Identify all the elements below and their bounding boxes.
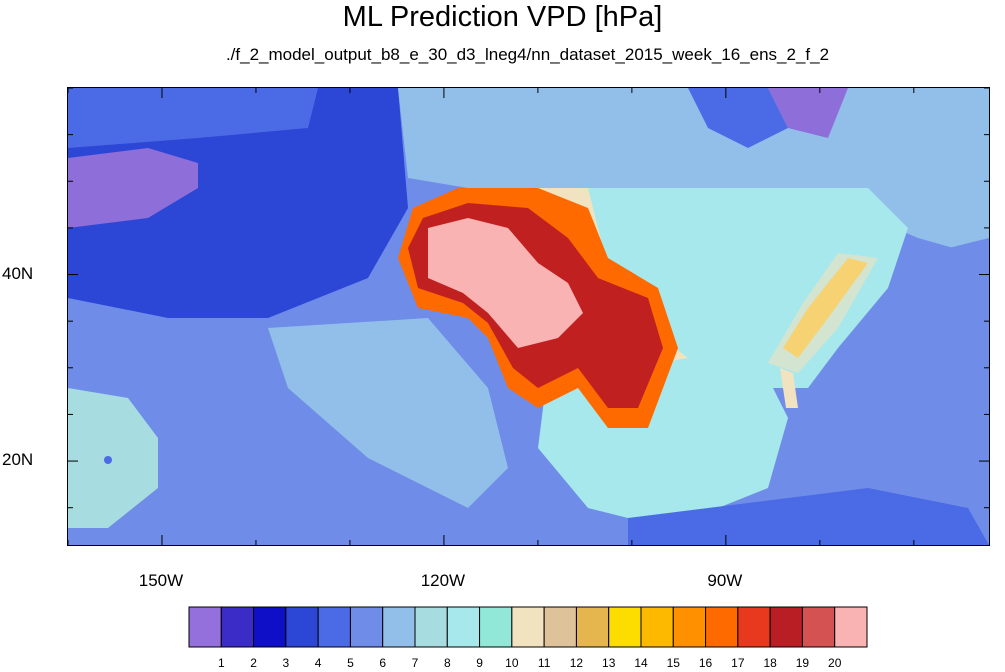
colorbar-swatch	[188, 606, 222, 648]
colorbar-level-label: 7	[411, 656, 419, 670]
region-hawaii	[104, 456, 112, 464]
colorbar-level-label: 14	[634, 656, 648, 670]
colorbar-swatch	[317, 606, 351, 648]
colorbar-level-label: 18	[763, 656, 777, 670]
region-atlantic	[828, 238, 989, 545]
map-grid	[68, 88, 989, 545]
region-tropical-pacific	[68, 388, 158, 528]
colorbar-level-label: 19	[795, 656, 810, 670]
colorbar-swatch	[511, 606, 545, 648]
colorbar-swatch	[543, 606, 577, 648]
colorbar-swatch	[220, 606, 255, 648]
colorbar-level-label: 6	[379, 656, 387, 670]
colorbar-swatch	[737, 606, 771, 648]
vpd-map	[68, 88, 989, 545]
colorbar-swatch	[705, 606, 739, 648]
colorbar-swatch	[801, 606, 836, 648]
colorbar-level-label: 12	[569, 656, 584, 670]
colorbar-level-label: 5	[347, 656, 354, 670]
colorbar-swatch	[253, 606, 287, 648]
region-canada-northeast-purple	[768, 88, 848, 138]
colorbar-level-label: 10	[505, 656, 519, 670]
colorbar-level-label: 15	[666, 656, 680, 670]
colorbar-level-label: 2	[250, 656, 257, 670]
region-north-pacific-deep	[68, 88, 318, 148]
colorbar-swatch	[834, 606, 868, 648]
colorbar-level-label: 3	[282, 656, 290, 670]
colorbar-level-label: 1	[217, 656, 225, 670]
colorbar-level-label: 13	[602, 656, 616, 670]
colorbar-level-label: 20	[828, 656, 842, 670]
colorbar	[188, 606, 868, 648]
colorbar-swatch	[285, 606, 319, 648]
region-hudson-dark	[688, 88, 788, 148]
lon-tick-label: 150W	[138, 571, 184, 590]
colorbar-swatch	[640, 606, 674, 648]
colorbar-level-label: 4	[314, 656, 322, 670]
region-tropical-pacific-mid	[268, 318, 508, 508]
map-panel	[67, 87, 990, 546]
colorbar-swatch	[672, 606, 707, 648]
colorbar-swatch	[349, 606, 384, 648]
colorbar-swatch	[575, 606, 610, 648]
lat-tick-label: 40N	[2, 263, 34, 283]
colorbar-level-label: 9	[476, 656, 483, 670]
colorbar-swatch	[769, 606, 803, 648]
colorbar-level-label: 11	[537, 656, 551, 670]
colorbar-swatch	[479, 606, 513, 648]
map-subtitle: ./f_2_model_output_b8_e_30_d3_lneg4/nn_d…	[225, 45, 830, 64]
region-texas-core	[588, 298, 658, 378]
region-southwest-core	[428, 218, 583, 348]
colorbar-level-label: 8	[443, 656, 451, 670]
colorbar-swatch	[446, 606, 481, 648]
region-canada-light	[398, 88, 989, 258]
region-north-pacific-dark	[68, 88, 408, 318]
lat-tick-label: 20N	[2, 450, 34, 470]
colorbar-swatch	[414, 606, 448, 648]
lon-tick-label: 120W	[420, 571, 466, 590]
region-pacific-purple	[68, 148, 198, 228]
colorbar-level-label: 16	[698, 656, 713, 670]
colorbar-swatch	[382, 606, 416, 648]
region-appalachian-tan	[768, 253, 878, 373]
map-title: ML Prediction VPD [hPa]	[342, 1, 663, 33]
region-florida	[780, 368, 798, 408]
lon-tick-label: 90W	[707, 571, 743, 590]
region-caribbean	[628, 488, 989, 545]
colorbar-level-label: 17	[731, 656, 745, 670]
colorbar-swatch	[608, 606, 642, 648]
